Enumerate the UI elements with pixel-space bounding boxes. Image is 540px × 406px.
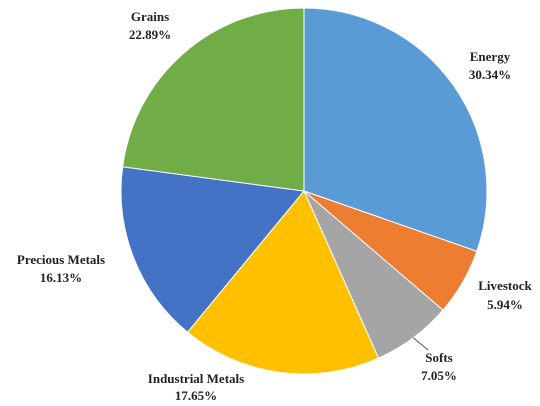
slice-value-energy: 30.34% <box>469 67 511 82</box>
slice-industrial-metals <box>186 190 380 375</box>
slice-value-grains: 22.89% <box>129 27 171 42</box>
pie-slices <box>120 7 488 375</box>
slice-precious-metals <box>120 166 305 333</box>
slice-value-livestock: 5.94% <box>487 297 523 312</box>
slice-label-livestock: Livestock <box>478 278 532 293</box>
slice-energy <box>303 7 488 252</box>
slice-labels: Energy 30.34% Livestock 5.94% Softs 7.05% Indu… <box>17 9 533 403</box>
slice-value-precious-metals: 16.13% <box>40 270 82 285</box>
slice-label-softs: Softs <box>425 350 452 365</box>
slice-value-industrial-metals: 17.65% <box>175 388 217 403</box>
slice-value-softs: 7.05% <box>421 368 457 383</box>
slice-label-grains: Grains <box>131 9 169 24</box>
leader-line-softs <box>413 337 429 351</box>
leader-lines <box>413 337 429 351</box>
slice-label-industrial-metals: Industrial Metals <box>148 371 244 386</box>
slice-label-energy: Energy <box>470 49 511 64</box>
slice-grains <box>122 7 305 192</box>
slice-label-precious-metals: Precious Metals <box>17 252 105 267</box>
